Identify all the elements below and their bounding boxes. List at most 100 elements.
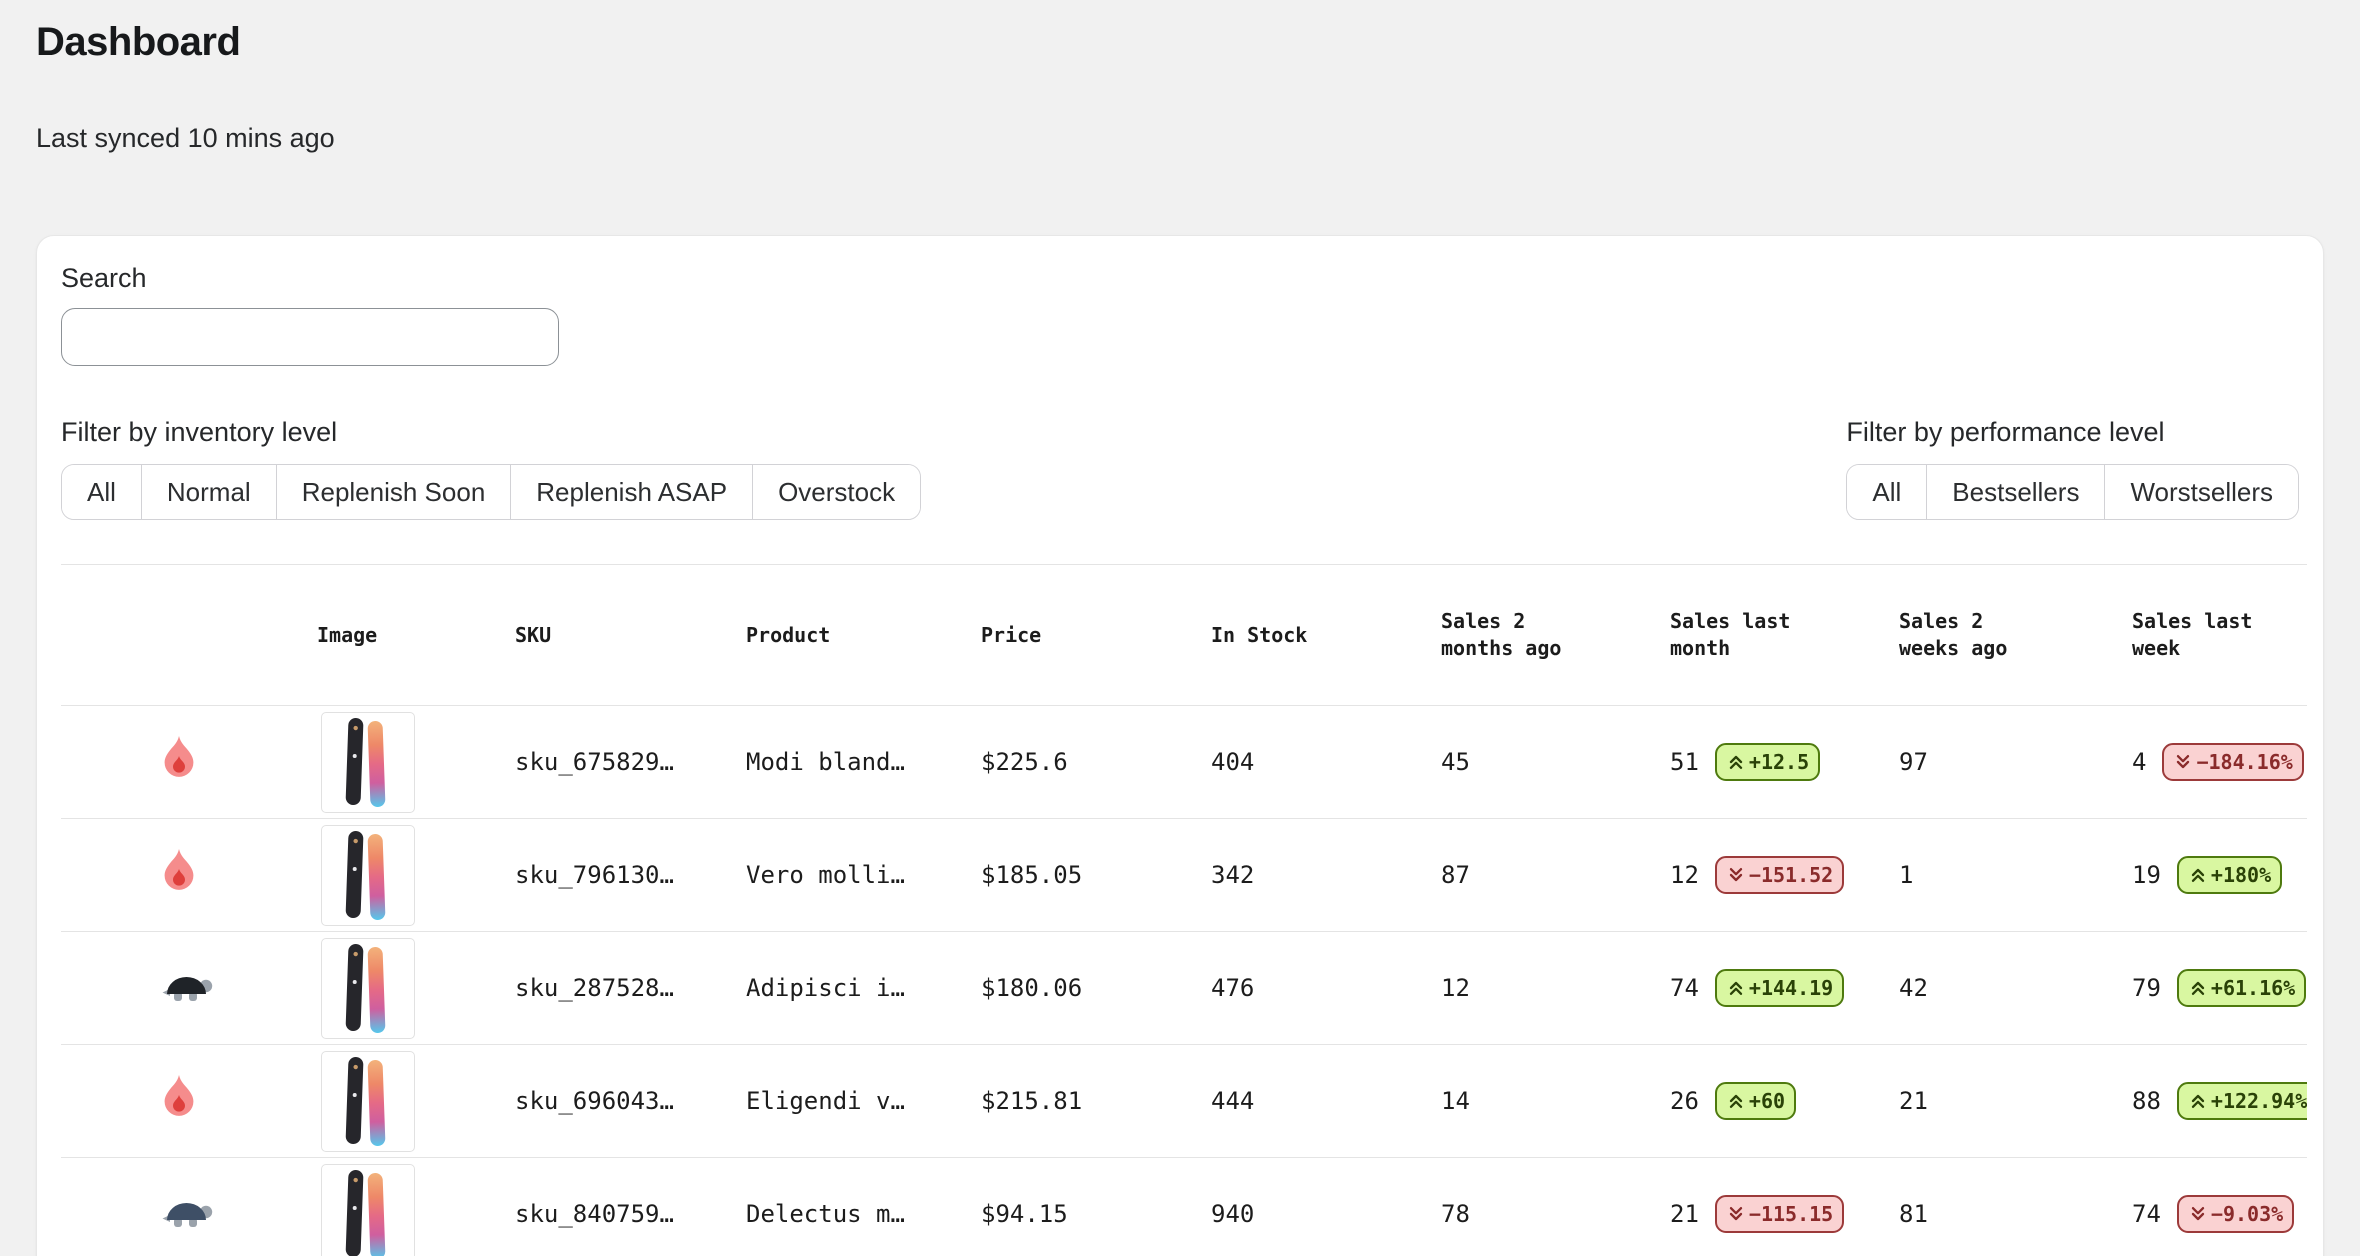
chevrons-up-icon bbox=[2191, 981, 2205, 995]
fire-icon bbox=[164, 1075, 194, 1116]
products-table-wrap: Image SKU Product Price In Stock Sales 2… bbox=[61, 564, 2307, 1256]
snowboards-image bbox=[345, 944, 386, 1033]
product-cell: Eligendi v… bbox=[746, 1087, 905, 1115]
inventory-filter-option-normal[interactable]: Normal bbox=[140, 465, 276, 519]
chevrons-down-icon bbox=[2177, 755, 2190, 769]
sales-2-months-cell: 14 bbox=[1441, 1087, 1470, 1115]
sales-last-week-cell: 79 +61.16% bbox=[2132, 932, 2307, 1045]
inventory-filter-option-all[interactable]: All bbox=[62, 465, 141, 519]
trend-badge-up: +144.19 bbox=[1714, 969, 1845, 1007]
search-input[interactable] bbox=[61, 308, 559, 366]
sales-2-months-cell: 12 bbox=[1441, 974, 1470, 1002]
column-header-sales-2-weeks: Sales 2 weeks ago bbox=[1899, 609, 2008, 660]
table-row: sku_796130… Vero molli… $185.05 342 87 1… bbox=[61, 819, 2307, 932]
performance-filter-option-all[interactable]: All bbox=[1847, 465, 1927, 519]
sales-2-weeks-cell: 97 bbox=[1899, 748, 1928, 776]
last-synced-text: Last synced 10 mins ago bbox=[36, 123, 335, 153]
trend-badge-up: +12.5 bbox=[1714, 743, 1821, 781]
search-label: Search bbox=[61, 263, 147, 293]
sales-2-weeks-cell: 1 bbox=[1899, 861, 1914, 889]
table-row: sku_287528… Adipisci i… $180.06 476 12 7… bbox=[61, 932, 2307, 1045]
chevrons-up-icon bbox=[2191, 1094, 2205, 1108]
column-header-status bbox=[61, 565, 317, 706]
chevrons-down-icon bbox=[1729, 868, 1743, 882]
product-cell: Modi bland… bbox=[746, 748, 905, 776]
table-row: sku_696043… Eligendi v… $215.81 444 14 2… bbox=[61, 1045, 2307, 1158]
sales-2-weeks-cell: 42 bbox=[1899, 974, 1928, 1002]
sales-last-week-value: 19 bbox=[2132, 861, 2161, 889]
sales-last-month-value: 26 bbox=[1670, 1087, 1699, 1115]
table-header-row: Image SKU Product Price In Stock Sales 2… bbox=[61, 564, 2307, 706]
inventory-filter-segmented: All Normal Replenish Soon Replenish ASAP… bbox=[61, 464, 922, 520]
product-cell: Adipisci i… bbox=[746, 974, 905, 1002]
turtle-icon bbox=[162, 977, 213, 1001]
inventory-filter-label: Filter by inventory level bbox=[61, 417, 338, 447]
snowboards-image bbox=[345, 831, 386, 920]
product-thumbnail bbox=[321, 1163, 415, 1256]
sales-last-month-cell: 74 +144.19 bbox=[1670, 932, 1899, 1045]
sku-cell: sku_675829… bbox=[515, 748, 674, 776]
sales-2-months-cell: 78 bbox=[1441, 1200, 1470, 1228]
inventory-filter-option-overstock[interactable]: Overstock bbox=[752, 465, 921, 519]
performance-filter-segmented: All Bestsellers Worstsellers bbox=[1846, 464, 2299, 520]
column-header-in-stock: In Stock bbox=[1211, 622, 1308, 647]
sales-last-month-value: 74 bbox=[1670, 974, 1699, 1002]
sales-last-month-cell: 21 −115.15 bbox=[1670, 1158, 1899, 1256]
product-thumbnail bbox=[321, 824, 415, 926]
performance-filter-group: Filter by performance level All Bestsell… bbox=[1846, 416, 2299, 520]
chevrons-up-icon bbox=[2191, 868, 2205, 882]
product-thumbnail bbox=[321, 711, 415, 813]
inventory-filter-group: Filter by inventory level All Normal Rep… bbox=[61, 416, 922, 520]
column-header-sales-last-week: Sales last week bbox=[2132, 609, 2253, 660]
sales-2-months-cell: 45 bbox=[1441, 748, 1470, 776]
chevrons-down-icon bbox=[1729, 1207, 1743, 1221]
chevrons-up-icon bbox=[1729, 981, 1743, 995]
price-cell: $180.06 bbox=[981, 974, 1083, 1002]
sales-last-month-value: 12 bbox=[1670, 861, 1699, 889]
trend-badge-down: −9.03% bbox=[2176, 1195, 2295, 1233]
column-header-image: Image bbox=[317, 622, 378, 647]
turtle-icon bbox=[162, 1203, 213, 1227]
column-header-sku: SKU bbox=[515, 622, 552, 647]
table-row: sku_675829… Modi bland… $225.6 404 45 51… bbox=[61, 706, 2307, 819]
sales-last-week-value: 74 bbox=[2132, 1200, 2161, 1228]
sales-last-month-cell: 12 −151.52 bbox=[1670, 819, 1899, 932]
snowboards-image bbox=[345, 718, 386, 807]
trend-badge-up: +60 bbox=[1714, 1082, 1797, 1120]
price-cell: $225.6 bbox=[981, 748, 1068, 776]
sales-last-week-cell: 19 +180% bbox=[2132, 819, 2307, 932]
column-header-price: Price bbox=[981, 622, 1042, 647]
sales-last-month-cell: 26 +60 bbox=[1670, 1045, 1899, 1158]
sku-cell: sku_840759… bbox=[515, 1200, 674, 1228]
performance-filter-option-worstsellers[interactable]: Worstsellers bbox=[2104, 465, 2298, 519]
inventory-filter-option-replenish-soon[interactable]: Replenish Soon bbox=[275, 465, 511, 519]
sales-2-weeks-cell: 21 bbox=[1899, 1087, 1928, 1115]
page-title: Dashboard bbox=[36, 20, 241, 64]
sku-cell: sku_287528… bbox=[515, 974, 674, 1002]
sku-cell: sku_696043… bbox=[515, 1087, 674, 1115]
snowboards-image bbox=[345, 1170, 386, 1256]
sales-2-weeks-cell: 81 bbox=[1899, 1200, 1928, 1228]
trend-badge-down: −151.52 bbox=[1714, 856, 1845, 894]
column-header-product: Product bbox=[746, 622, 831, 647]
trend-badge-up: +180% bbox=[2176, 856, 2283, 894]
product-thumbnail bbox=[321, 937, 415, 1039]
product-cell: Delectus m… bbox=[746, 1200, 905, 1228]
sales-2-months-cell: 87 bbox=[1441, 861, 1470, 889]
inventory-filter-option-replenish-asap[interactable]: Replenish ASAP bbox=[510, 465, 753, 519]
table-row: sku_840759… Delectus m… $94.15 940 78 21… bbox=[61, 1158, 2307, 1256]
product-thumbnail bbox=[321, 1050, 415, 1152]
column-header-sales-last-month: Sales last month bbox=[1670, 609, 1791, 660]
in-stock-cell: 940 bbox=[1211, 1200, 1255, 1228]
trend-badge-down: −115.15 bbox=[1714, 1195, 1845, 1233]
performance-filter-option-bestsellers[interactable]: Bestsellers bbox=[1926, 465, 2105, 519]
chevrons-up-icon bbox=[1729, 755, 1743, 769]
sales-last-week-cell: 74 −9.03% bbox=[2132, 1158, 2307, 1256]
products-table: Image SKU Product Price In Stock Sales 2… bbox=[61, 564, 2307, 1256]
chevrons-down-icon bbox=[2191, 1207, 2205, 1221]
sales-last-week-value: 4 bbox=[2132, 748, 2147, 776]
fire-icon bbox=[164, 849, 194, 890]
inventory-card: Search Filter by inventory level All Nor… bbox=[36, 235, 2324, 1256]
in-stock-cell: 444 bbox=[1211, 1087, 1255, 1115]
